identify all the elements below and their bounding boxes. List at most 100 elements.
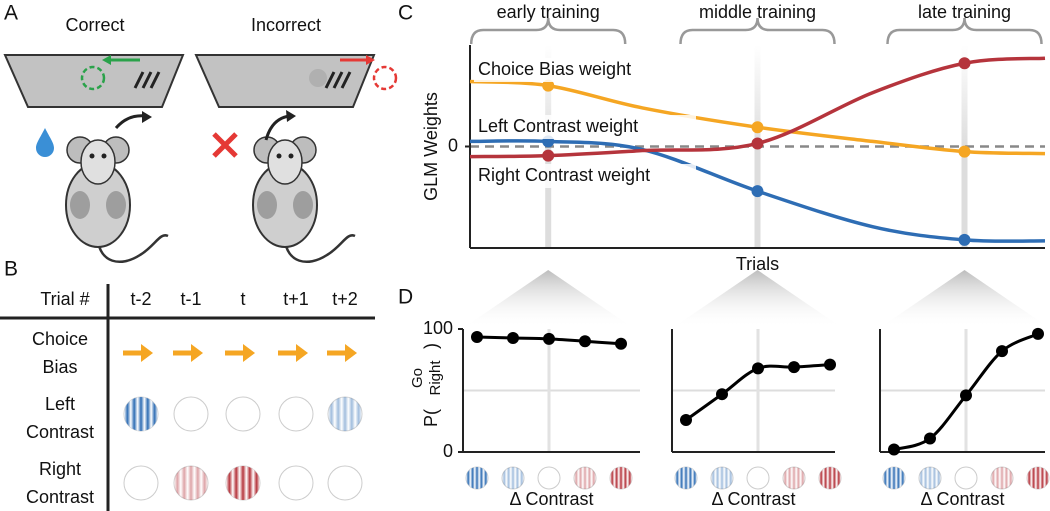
bias-arrow — [243, 344, 255, 362]
grating — [574, 467, 596, 489]
weight-dot — [542, 149, 555, 162]
y-axis-label: Go — [409, 368, 426, 388]
grating — [919, 467, 941, 489]
phase-label: middle training — [699, 2, 816, 22]
psychometric-dot — [579, 335, 591, 348]
y-tick-label: 100 — [423, 318, 453, 338]
row-label: Contrast — [26, 422, 94, 442]
panel-label: D — [398, 286, 413, 309]
grating — [883, 467, 905, 489]
y-axis-label: Right — [427, 360, 444, 396]
y-axis-label: P( Go Right) — [409, 343, 444, 427]
grating — [711, 467, 733, 489]
zoom-triangle — [672, 270, 843, 328]
grating — [1027, 467, 1049, 489]
psychometric-dot — [507, 331, 519, 344]
x-axis-label: Δ Contrast — [711, 489, 795, 509]
weight-dot — [751, 137, 764, 150]
phase-label: early training — [497, 2, 600, 22]
psychometric-dot — [471, 330, 483, 343]
grating — [746, 466, 770, 490]
grating — [537, 466, 561, 490]
table-header: Trial # — [40, 289, 89, 309]
y-axis-label: GLM Weights — [421, 92, 441, 201]
weight-dot — [958, 233, 971, 246]
panel-b — [0, 284, 375, 511]
series-label: Choice Bias weight — [478, 59, 631, 79]
table-header: t — [240, 289, 245, 309]
grating — [225, 396, 261, 432]
row-label: Left — [45, 394, 75, 414]
psychometric-dot — [996, 345, 1008, 358]
psychometric-dot — [960, 389, 972, 402]
phase-brace — [469, 17, 627, 45]
y-tick-label: 0 — [448, 135, 458, 155]
grating — [502, 467, 524, 489]
grating — [466, 467, 488, 489]
panel-label: A — [4, 2, 18, 25]
phase-brace — [679, 17, 836, 45]
psychometric-dot — [615, 337, 627, 350]
condition-label: Incorrect — [251, 15, 321, 35]
psychometric-dot — [680, 414, 692, 427]
bias-arrow — [141, 344, 153, 362]
x-axis-label: Trials — [736, 254, 779, 274]
psychometric-dot — [752, 362, 764, 375]
row-label: Contrast — [26, 487, 94, 507]
label-bg — [474, 115, 696, 139]
x-axis-label: Δ Contrast — [509, 489, 593, 509]
panel-label: B — [4, 258, 18, 281]
psychometric-dot — [888, 443, 900, 456]
bias-arrow — [296, 344, 308, 362]
table-header: t-2 — [130, 289, 151, 309]
y-axis-label: P( — [421, 409, 441, 427]
series-label: Left Contrast weight — [478, 116, 638, 136]
grating — [278, 396, 314, 432]
grating — [226, 466, 260, 500]
condition-label: Correct — [65, 15, 124, 35]
grating — [278, 465, 314, 501]
grating — [173, 396, 209, 432]
grating — [675, 467, 697, 489]
table-header: t+2 — [332, 289, 358, 309]
weight-dot — [542, 79, 555, 92]
grating — [124, 397, 158, 431]
psychometric-dot — [543, 332, 555, 345]
psychometric-dot — [1032, 327, 1044, 340]
grating — [123, 465, 159, 501]
table-header: t+1 — [283, 289, 309, 309]
weight-dot — [751, 185, 764, 198]
label-bg — [474, 58, 696, 82]
bias-arrow — [345, 344, 357, 362]
y-axis-label: ) — [421, 343, 441, 349]
psychometric-dot — [824, 358, 836, 371]
phase-brace — [886, 17, 1043, 45]
psychometric-dot — [924, 432, 936, 445]
row-label: Bias — [42, 357, 77, 377]
phase-label: late training — [918, 2, 1011, 22]
y-tick-label: 0 — [443, 441, 453, 461]
psychometric-dot — [788, 361, 800, 374]
weight-dot — [958, 57, 971, 70]
grating — [783, 467, 805, 489]
zoom-triangle — [463, 270, 634, 328]
grating — [819, 467, 841, 489]
weight-dot — [751, 121, 764, 134]
grating — [610, 467, 632, 489]
row-label: Choice — [32, 329, 88, 349]
grating — [174, 466, 208, 500]
grating — [327, 465, 363, 501]
weight-dot — [958, 145, 971, 158]
grating — [991, 467, 1013, 489]
bias-arrow — [191, 344, 203, 362]
grating — [954, 466, 978, 490]
zoom-triangle — [879, 270, 1050, 328]
grating — [328, 397, 362, 431]
label-bg — [474, 164, 696, 188]
panel-label: C — [398, 2, 413, 25]
x-axis-label: Δ Contrast — [920, 489, 1004, 509]
psychometric-dot — [716, 388, 728, 401]
row-label: Right — [39, 459, 81, 479]
panel-a: Correct Incorrect — [3, 15, 398, 264]
